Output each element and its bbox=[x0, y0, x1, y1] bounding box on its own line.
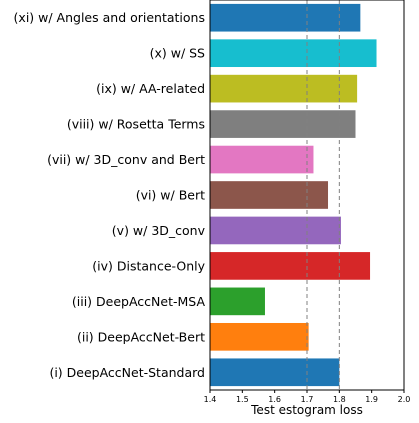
bar bbox=[210, 216, 341, 245]
reference-lines bbox=[306, 0, 340, 390]
category-label: (iv) Distance-Only bbox=[92, 258, 205, 273]
bar bbox=[210, 3, 361, 32]
category-label: (viii) w/ Rosetta Terms bbox=[67, 117, 205, 132]
x-tick-label: 1.8 bbox=[333, 395, 346, 404]
category-label: (vi) w/ Bert bbox=[136, 188, 205, 203]
category-label: (v) w/ 3D_conv bbox=[112, 223, 206, 238]
x-axis-label: Test estogram loss bbox=[250, 403, 363, 417]
x-tick-label: 1.7 bbox=[301, 395, 314, 404]
x-tick-label: 1.9 bbox=[365, 395, 378, 404]
bar bbox=[210, 39, 377, 68]
x-tick-label: 1.6 bbox=[268, 395, 281, 404]
x-tick-label: 1.4 bbox=[204, 395, 217, 404]
bar bbox=[210, 74, 358, 103]
bar bbox=[210, 252, 371, 280]
category-label: (ix) w/ AA-related bbox=[96, 81, 205, 96]
x-ticks: 1.4 1.5 1.6 1.7 1.8 1.9 2.0 bbox=[204, 390, 411, 404]
category-label: (i) DeepAccNet-Standard bbox=[49, 365, 205, 380]
bar bbox=[210, 145, 314, 174]
bar bbox=[210, 322, 309, 351]
bars-group bbox=[210, 3, 377, 387]
category-label: (ii) DeepAccNet-Bert bbox=[77, 329, 205, 344]
category-label: (x) w/ SS bbox=[150, 46, 205, 61]
bar bbox=[210, 287, 265, 316]
bar bbox=[210, 110, 356, 138]
x-tick-label: 2.0 bbox=[398, 395, 411, 404]
category-label: (vii) w/ 3D_conv and Bert bbox=[47, 152, 205, 167]
x-tick-label: 1.5 bbox=[236, 395, 249, 404]
category-label: (iii) DeepAccNet-MSA bbox=[72, 294, 206, 309]
category-label: (xi) w/ Angles and orientations bbox=[14, 10, 205, 25]
category-labels: (xi) w/ Angles and orientations (x) w/ SS… bbox=[14, 10, 206, 380]
bar bbox=[210, 181, 329, 209]
bar bbox=[210, 358, 340, 387]
